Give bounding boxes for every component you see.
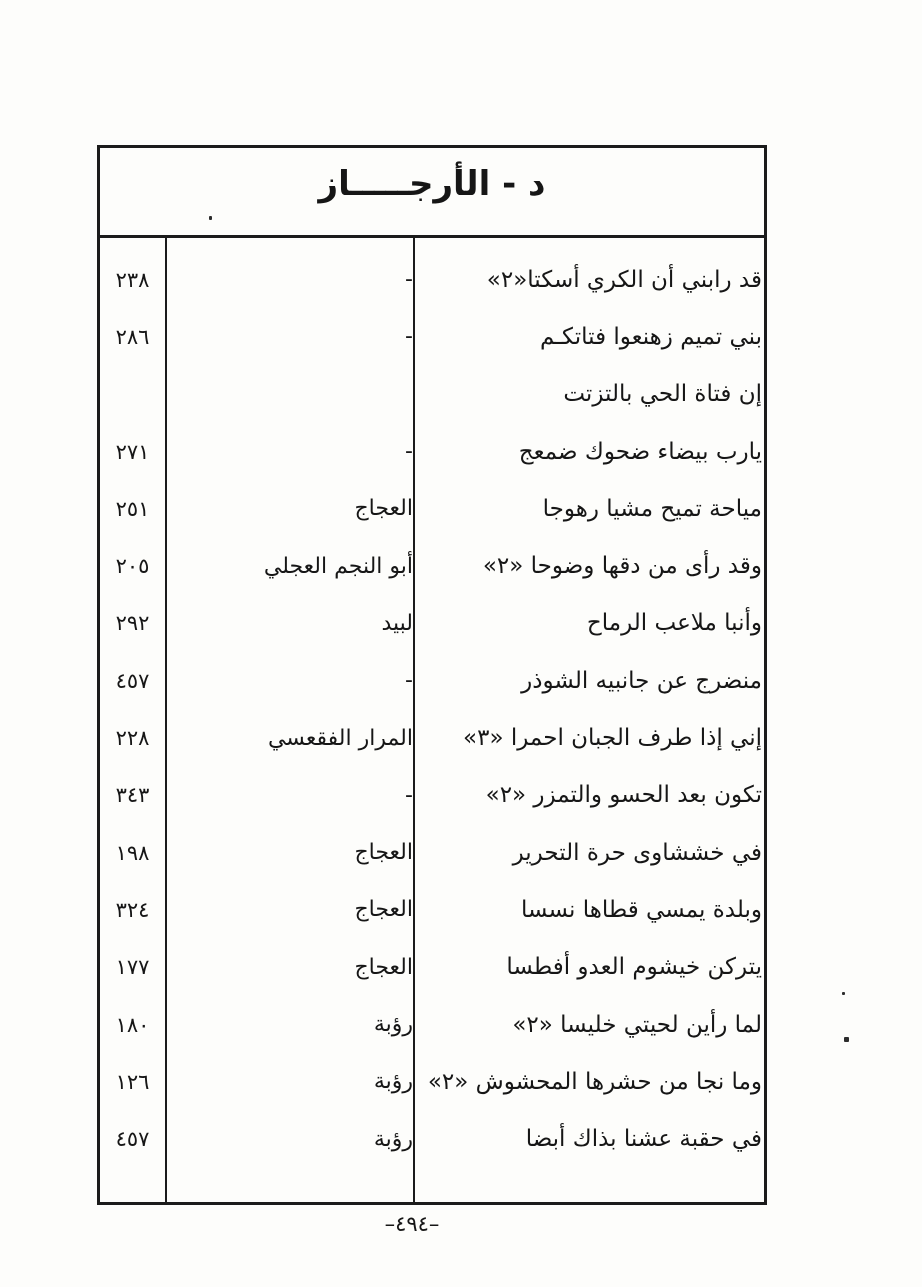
poet-name-cell: رؤبة (373, 1126, 413, 1152)
column-divider-line (413, 238, 415, 1202)
poet-name-cell: - (405, 668, 413, 694)
page-number-cell: ٤٥٧ (115, 1127, 150, 1152)
column-divider-line (165, 238, 167, 1202)
table-row: ٤٥٧ - منضرج عن جانبيه الشوذر (100, 652, 764, 709)
poet-name-cell: - (405, 267, 413, 293)
page-number-cell: ١٩٨ (115, 840, 150, 865)
table-row: ٢٢٨ المرار الفقعسي إني إذا طرف الجبان احمر… (100, 709, 764, 766)
scan-speck (842, 992, 845, 995)
page-number-cell: ٢٥١ (115, 496, 150, 521)
table-row: ٤٥٧ رؤبة في حقبة عشنا بذاك أبضا (100, 1110, 764, 1167)
verse-cell: بني تميم زهنعوا فتاتكـم (539, 323, 762, 350)
rajaz-index-table: د - الأرجـــــاز ٢٣٨ - قد رابني أن الكري أ… (97, 145, 767, 1205)
scan-speck (844, 1037, 849, 1042)
poet-name-cell: العجاج (354, 840, 413, 866)
verse-cell: في حقبة عشنا بذاك أبضا (525, 1126, 762, 1153)
poet-name-cell: المرار الفقعسي (267, 725, 413, 751)
verse-cell: مياحة تميح مشيا رهوجا (542, 495, 762, 522)
verse-cell: وبلدة يمسي قطاها نسسا (520, 896, 762, 923)
poet-name-cell: - (405, 324, 413, 350)
poet-name-cell: رؤبة (373, 1012, 413, 1037)
page-number-cell: ١٨٠ (115, 1012, 150, 1037)
section-header: د - الأرجـــــاز (100, 148, 764, 238)
verse-cell: لما رأين لحيتي خليسا «٢» (512, 1011, 762, 1038)
verse-cell: وأنبا ملاعب الرماح (586, 610, 762, 637)
table-row: ٣٤٣ - تكون بعد الحسو والتمزر «٢» (100, 767, 764, 824)
table-row: ١٩٨ العجاج في خششاوى حرة التحرير (100, 824, 764, 881)
verse-cell: يتركن خيشوم العدو أفطسا (506, 954, 762, 981)
verse-cell: تكون بعد الحسو والتمزر «٢» (485, 782, 762, 809)
poet-name-cell: العجاج (354, 954, 413, 980)
table-row: ٢٧١ - يارب بيضاء ضحوك ضمعج (100, 423, 764, 480)
table-row: إن فتاة الحي بالتزتت (100, 366, 764, 423)
index-table-body: ٢٣٨ - قد رابني أن الكري أسكتا«٢» ٢٨٦ - بني تم… (100, 238, 764, 1202)
table-row: ٢٩٢ لبيد وأنبا ملاعب الرماح (100, 595, 764, 652)
table-row: ٢٥١ العجاج مياحة تميح مشيا رهوجا (100, 480, 764, 537)
page-number: –٤٩٤– (384, 1212, 440, 1236)
page-number-cell: ٤٥٧ (115, 668, 150, 693)
page-number-cell: ٢٢٨ (115, 726, 150, 751)
page-number-cell: ٢٨٦ (115, 324, 150, 349)
scan-speck (209, 216, 212, 220)
verse-cell: إن فتاة الحي بالتزتت (563, 381, 762, 408)
poet-name-cell: لبيد (381, 610, 413, 636)
page-number-cell: ٢٩٢ (115, 611, 150, 636)
section-title: د - الأرجـــــاز (318, 163, 546, 204)
table-row: ١٧٧ العجاج يتركن خيشوم العدو أفطسا (100, 939, 764, 996)
poet-name-cell: أبو النجم العجلي (263, 553, 413, 579)
page-number-cell: ٣٢٤ (115, 897, 150, 922)
table-row: ٣٢٤ العجاج وبلدة يمسي قطاها نسسا (100, 881, 764, 938)
poet-name-cell: العجاج (354, 496, 413, 522)
table-row: ٢٣٨ - قد رابني أن الكري أسكتا«٢» (100, 251, 764, 308)
poet-name-cell: - (405, 782, 413, 808)
verse-cell: إني إذا طرف الجبان احمرا «٣» (463, 725, 762, 752)
page-number-cell: ١٧٧ (115, 955, 150, 980)
page-footer: –٤٩٤– (352, 1212, 472, 1236)
verse-cell: منضرج عن جانبيه الشوذر (521, 667, 762, 694)
page-number-cell: ٢٧١ (115, 439, 150, 464)
table-row: ٢٨٦ - بني تميم زهنعوا فتاتكـم (100, 308, 764, 365)
verse-cell: في خششاوى حرة التحرير (512, 839, 762, 866)
page-number-cell: ١٢٦ (115, 1069, 150, 1094)
poet-name-cell: رؤبة (373, 1069, 413, 1095)
verse-cell: وما نجا من حشرها المحشوش «٢» (427, 1068, 762, 1095)
table-row: ٢٠٥ أبو النجم العجلي وقد رأى من دقها وضوحا… (100, 537, 764, 594)
table-row: ١٨٠ رؤبة لما رأين لحيتي خليسا «٢» (100, 996, 764, 1053)
verse-cell: قد رابني أن الكري أسكتا«٢» (486, 266, 762, 293)
poet-name-cell: العجاج (354, 897, 413, 923)
verse-cell: وقد رأى من دقها وضوحا «٢» (482, 553, 762, 580)
verse-cell: يارب بيضاء ضحوك ضمعج (518, 438, 762, 465)
page-number-cell: ٣٤٣ (115, 783, 150, 808)
page-number-cell: ٢٠٥ (115, 554, 150, 579)
table-row: ١٢٦ رؤبة وما نجا من حشرها المحشوش «٢» (100, 1053, 764, 1110)
page-number-cell: ٢٣٨ (115, 267, 150, 292)
poet-name-cell: - (405, 439, 413, 465)
